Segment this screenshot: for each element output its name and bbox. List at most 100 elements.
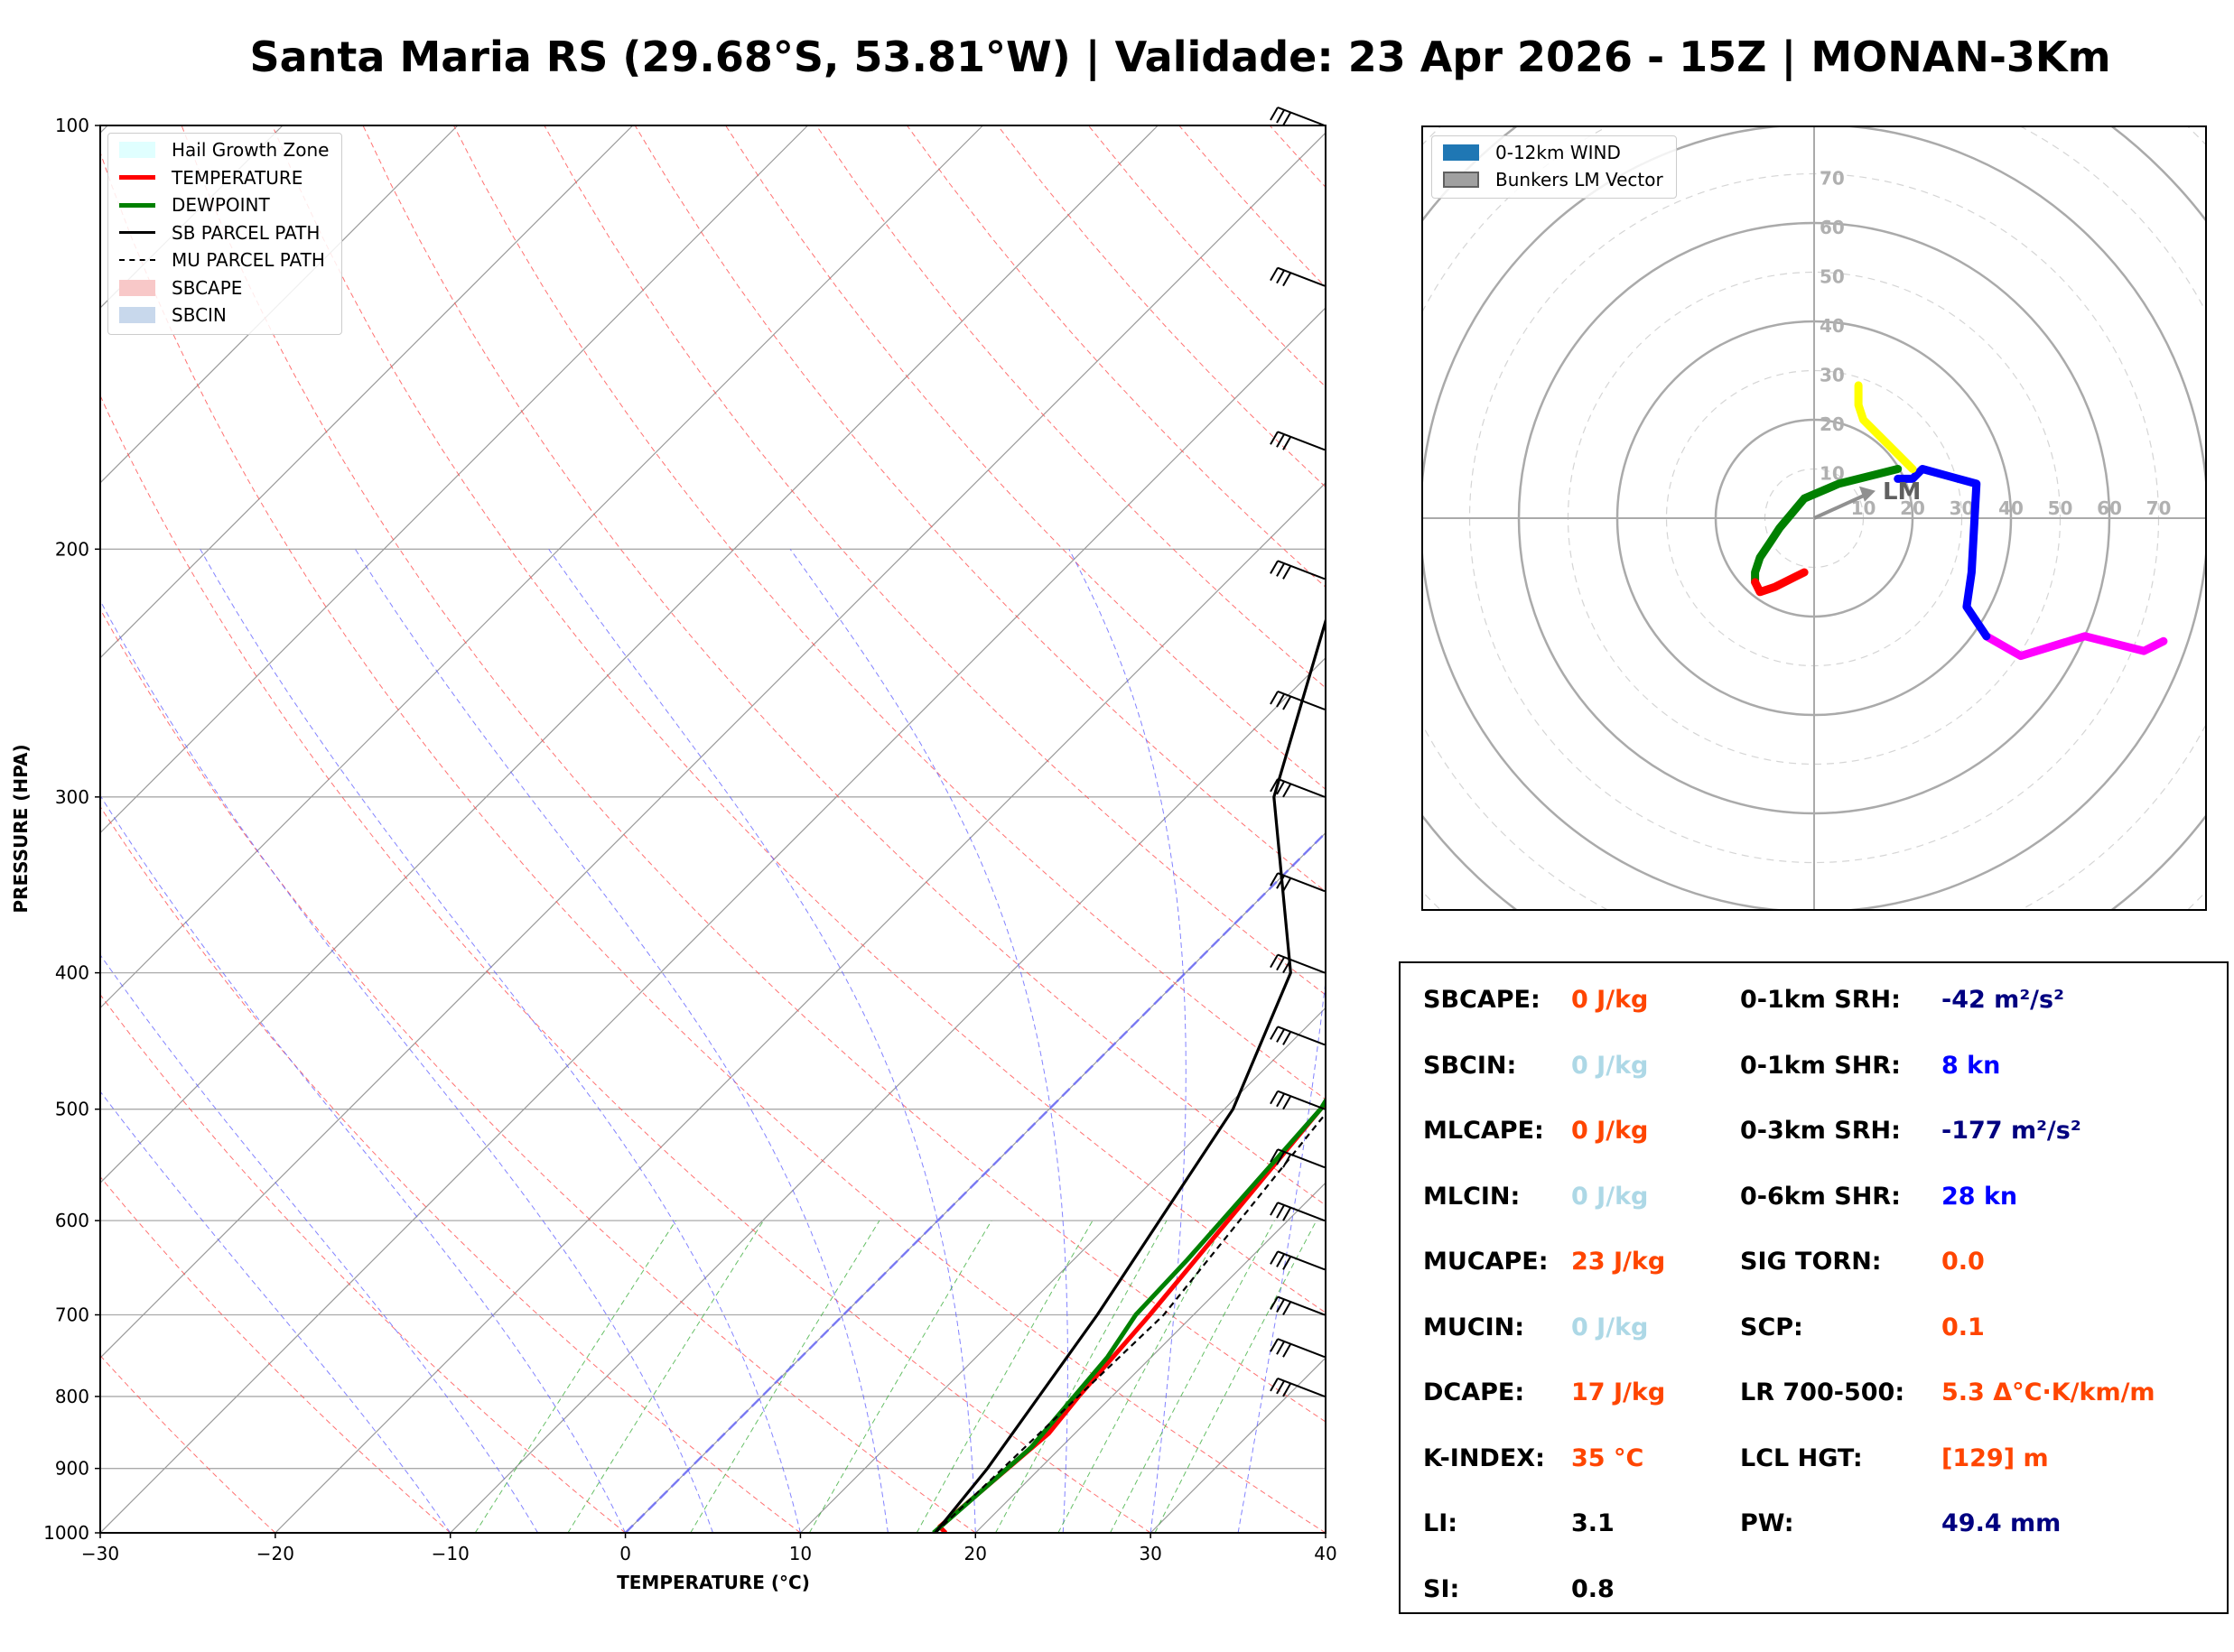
param-label: SI: — [1423, 1574, 1460, 1603]
mixing-ratio-line — [808, 1220, 992, 1533]
legend-item: SB PARCEL PATH — [119, 222, 320, 244]
isotherm — [800, 1007, 1326, 1533]
wind-barb-flag — [1282, 1343, 1291, 1358]
wind-barb-flag — [1282, 1256, 1291, 1270]
isotherm — [100, 125, 1159, 1184]
param-label: SBCIN: — [1423, 1051, 1517, 1080]
param-label: PW: — [1740, 1509, 1794, 1537]
dry-adiabat — [815, 125, 1326, 689]
wind-barb — [1277, 1148, 1326, 1169]
dry-adiabat — [544, 125, 1326, 996]
wind-barb-flag — [1282, 1154, 1291, 1168]
param-label: MUCIN: — [1423, 1313, 1525, 1341]
parameters-panel: SBCAPE: 0 J/kg SBCIN: 0 J/kg MLCAPE: 0 J/kg ML… — [1399, 961, 2229, 1614]
param-label: 0-1km SHR: — [1740, 1051, 1901, 1080]
wind-barb-flag — [1270, 1378, 1279, 1392]
param-value: 49.4 mm — [1941, 1509, 2062, 1537]
y-tick-label: 700 — [55, 1304, 89, 1326]
param-value: 28 kn — [1941, 1182, 2018, 1211]
legend-label: SBCAPE — [172, 276, 243, 299]
dry-adiabat — [100, 1354, 276, 1533]
isotherm — [100, 125, 983, 1009]
param-value: 0 J/kg — [1571, 986, 1649, 1014]
legend-label: DEWPOINT — [172, 194, 270, 216]
wind-barb-flag — [1270, 1202, 1279, 1216]
hodograph-legend: 0-12km WIND Bunkers LM Vector — [1431, 135, 1677, 199]
wind-barb-flag — [1270, 1338, 1279, 1352]
wind-barb — [1277, 953, 1326, 974]
isotherm — [100, 125, 459, 484]
wind-barb-flag — [1276, 562, 1285, 577]
wind-barb-flag — [1270, 778, 1279, 793]
moist-adiabat — [100, 953, 539, 1533]
wind-barb — [1277, 107, 1326, 126]
y-tick-label: 200 — [55, 538, 89, 560]
param-value: 0 J/kg — [1571, 1117, 1649, 1145]
param-value: 0.8 — [1571, 1574, 1615, 1603]
x-tick-label: −30 — [81, 1543, 119, 1564]
wind-barb — [1277, 266, 1326, 287]
param-value: 17 J/kg — [1571, 1378, 1666, 1406]
wind-barb-flag — [1276, 1341, 1285, 1355]
wind-barb-flag — [1270, 267, 1279, 282]
param-label: MLCAPE: — [1423, 1117, 1544, 1145]
wind-barb-flag — [1276, 109, 1285, 124]
legend-item: MU PARCEL PATH — [119, 249, 325, 271]
moist-adiabat — [200, 549, 801, 1533]
mixing-ratio-line — [916, 1220, 1094, 1533]
dry-adiabat — [181, 125, 1326, 1423]
dry-adiabat — [100, 805, 801, 1533]
legend-swatch — [1443, 144, 1479, 161]
mixing-ratio-line — [1057, 1220, 1226, 1533]
param-label: SBCAPE: — [1423, 986, 1541, 1014]
wind-barb-flag — [1276, 957, 1285, 971]
dry-adiabat — [272, 125, 1326, 1313]
isotherm — [100, 125, 284, 309]
y-tick-label: 300 — [55, 786, 89, 808]
legend-swatch — [119, 175, 155, 180]
dry-adiabat — [100, 1175, 451, 1533]
moist-adiabat — [354, 549, 889, 1533]
legend-item: 0-12km WIND — [1443, 142, 1621, 163]
legend-label: Hail Growth Zone — [172, 139, 330, 161]
isotherm — [100, 125, 634, 659]
legend-item: SBCIN — [119, 304, 227, 326]
legend-swatch — [119, 231, 155, 234]
wind-barb-flag — [1270, 954, 1279, 969]
isotherm — [974, 1182, 1326, 1533]
wind-barb-flag — [1282, 960, 1291, 974]
y-tick-label: 800 — [55, 1386, 89, 1407]
wind-barb-flag — [1270, 872, 1279, 886]
wind-barb — [1277, 431, 1326, 451]
param-value: 5.3 Δ°C·K/km/m — [1941, 1378, 2155, 1406]
dry-adiabat — [100, 993, 626, 1533]
wind-barb — [1277, 1090, 1326, 1110]
legend-label: 0-12km WIND — [1495, 142, 1621, 163]
x-tick-label: 20 — [964, 1543, 987, 1564]
isotherm — [100, 125, 808, 834]
wind-barb-flag — [1276, 1028, 1285, 1043]
wind-barb-flag — [1282, 273, 1291, 287]
legend-item: SBCAPE — [119, 277, 242, 299]
freezing-isotherm — [624, 831, 1326, 1533]
param-label: LR 700-500: — [1740, 1378, 1905, 1406]
param-value: -42 m²/s² — [1941, 986, 2064, 1014]
series-mu-parcel-path — [934, 1111, 1326, 1533]
wind-barb-flag — [1276, 1380, 1285, 1395]
wind-barb-flag — [1270, 1250, 1279, 1265]
param-label: 0-1km SRH: — [1740, 986, 1901, 1014]
wind-barb — [1277, 1026, 1326, 1046]
param-value: 0 J/kg — [1571, 1313, 1649, 1341]
isotherm — [100, 307, 1326, 1533]
wind-barb-flag — [1282, 112, 1291, 126]
wind-barb-flag — [1270, 560, 1279, 574]
legend-label: MU PARCEL PATH — [172, 249, 325, 271]
wind-barb — [1277, 1295, 1326, 1316]
param-value: [129] m — [1941, 1443, 2049, 1472]
legend-item: DEWPOINT — [119, 194, 270, 216]
wind-barb-flag — [1276, 781, 1285, 795]
wind-barb-flag — [1276, 270, 1285, 284]
wind-barb-flag — [1276, 693, 1285, 708]
wind-barb-flag — [1276, 875, 1285, 889]
y-tick-label: 100 — [55, 115, 89, 136]
